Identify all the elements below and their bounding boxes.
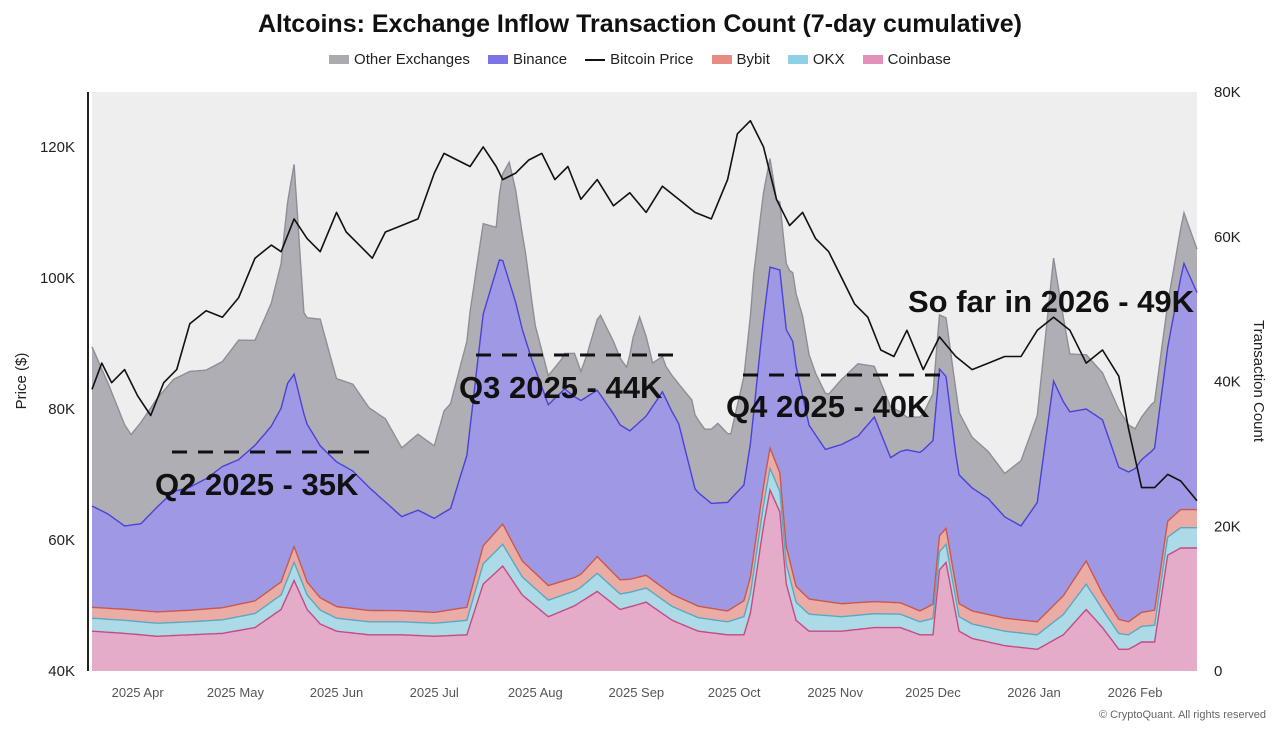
right-tick-label: 40K [1214,374,1241,391]
left-tick-label: 100K [40,270,75,287]
legend-item-other[interactable]: Other Exchanges [329,51,470,68]
area-other-exchanges [92,158,1197,526]
area-bybit [92,448,1197,635]
right-axis-title: Transaction Count [1250,320,1267,443]
edge-coinbase [91,487,1197,651]
annotations: Q2 2025 - 35K Q3 2025 - 44K Q4 2025 - 40K S… [155,284,1195,502]
legend-label-bitcoin-price: Bitcoin Price [610,51,694,68]
legend-swatch-bitcoin-price [585,58,606,61]
right-tick-label: 80K [1214,84,1241,101]
right-tick-label: 60K [1214,229,1241,246]
x-tick-label: 2025 Sep [609,685,665,700]
x-tick-label: 2025 Oct [708,685,761,700]
x-tick-label: 2025 Jul [410,685,459,700]
edge-okx [91,466,1197,636]
x-tick-label: 2025 Aug [508,685,563,700]
left-tick-label: 120K [40,139,75,156]
stacked-areas [91,158,1198,671]
right-tick-label: 20K [1214,518,1241,535]
legend-swatch-coinbase [862,55,883,64]
legend-swatch-okx [787,55,808,64]
x-axis-ticks: 2025 Apr 2025 May 2025 Jun 2025 Jul 2025 Aug… [112,685,1163,700]
annotation-label: Q3 2025 - 44K [459,370,663,405]
legend-label-bybit: Bybit [736,51,770,68]
edge-other-exchanges [91,158,1198,475]
left-tick-label: 80K [48,401,75,418]
legend-label-binance: Binance [512,51,568,68]
legend-item-bitcoin-price[interactable]: Bitcoin Price [585,51,694,68]
x-tick-label: 2025 Apr [112,685,165,700]
edge-bybit [91,445,1197,623]
legend-swatch-other [329,55,350,64]
x-tick-label: 2025 Dec [905,685,961,700]
legend-swatch-bybit [711,55,732,64]
right-axis-ticks: 0 20K 40K 60K 80K [1214,84,1241,680]
annotation-label: Q2 2025 - 35K [155,467,359,502]
chart-title: Altcoins: Exchange Inflow Transaction Co… [257,10,1022,38]
legend-label-coinbase: Coinbase [887,51,951,68]
area-binance [92,259,1197,622]
legend: Other Exchanges Binance Bitcoin Price By… [0,51,1280,68]
left-tick-label: 60K [48,532,75,549]
area-coinbase [92,490,1197,671]
legend-item-bybit[interactable]: Bybit [711,51,770,68]
x-tick-label: 2025 May [207,685,265,700]
left-tick-label: 40K [48,663,75,680]
left-axis-ticks: 40K 60K 80K 100K 120K [40,139,75,680]
x-tick-label: 2025 Jun [310,685,364,700]
bitcoin-price-line [91,119,1198,502]
right-tick-label: 0 [1214,663,1222,680]
price-line-group [91,119,1198,502]
x-tick-label: 2026 Jan [1007,685,1061,700]
annotation-label: So far in 2026 - 49K [908,284,1195,319]
area-okx [92,468,1197,650]
legend-item-coinbase[interactable]: Coinbase [862,51,951,68]
x-tick-label: 2025 Nov [807,685,863,700]
legend-item-okx[interactable]: OKX [787,51,845,68]
edge-binance [91,259,1198,527]
x-tick-label: 2026 Feb [1108,685,1163,700]
annotation-label: Q4 2025 - 40K [726,389,930,424]
legend-label-okx: OKX [812,51,845,68]
legend-label-other: Other Exchanges [354,51,470,68]
copyright-notice: © CryptoQuant. All rights reserved [1098,709,1266,721]
left-axis-title: Price ($) [13,353,30,410]
legend-swatch-binance [487,55,508,64]
legend-item-binance[interactable]: Binance [487,51,568,68]
